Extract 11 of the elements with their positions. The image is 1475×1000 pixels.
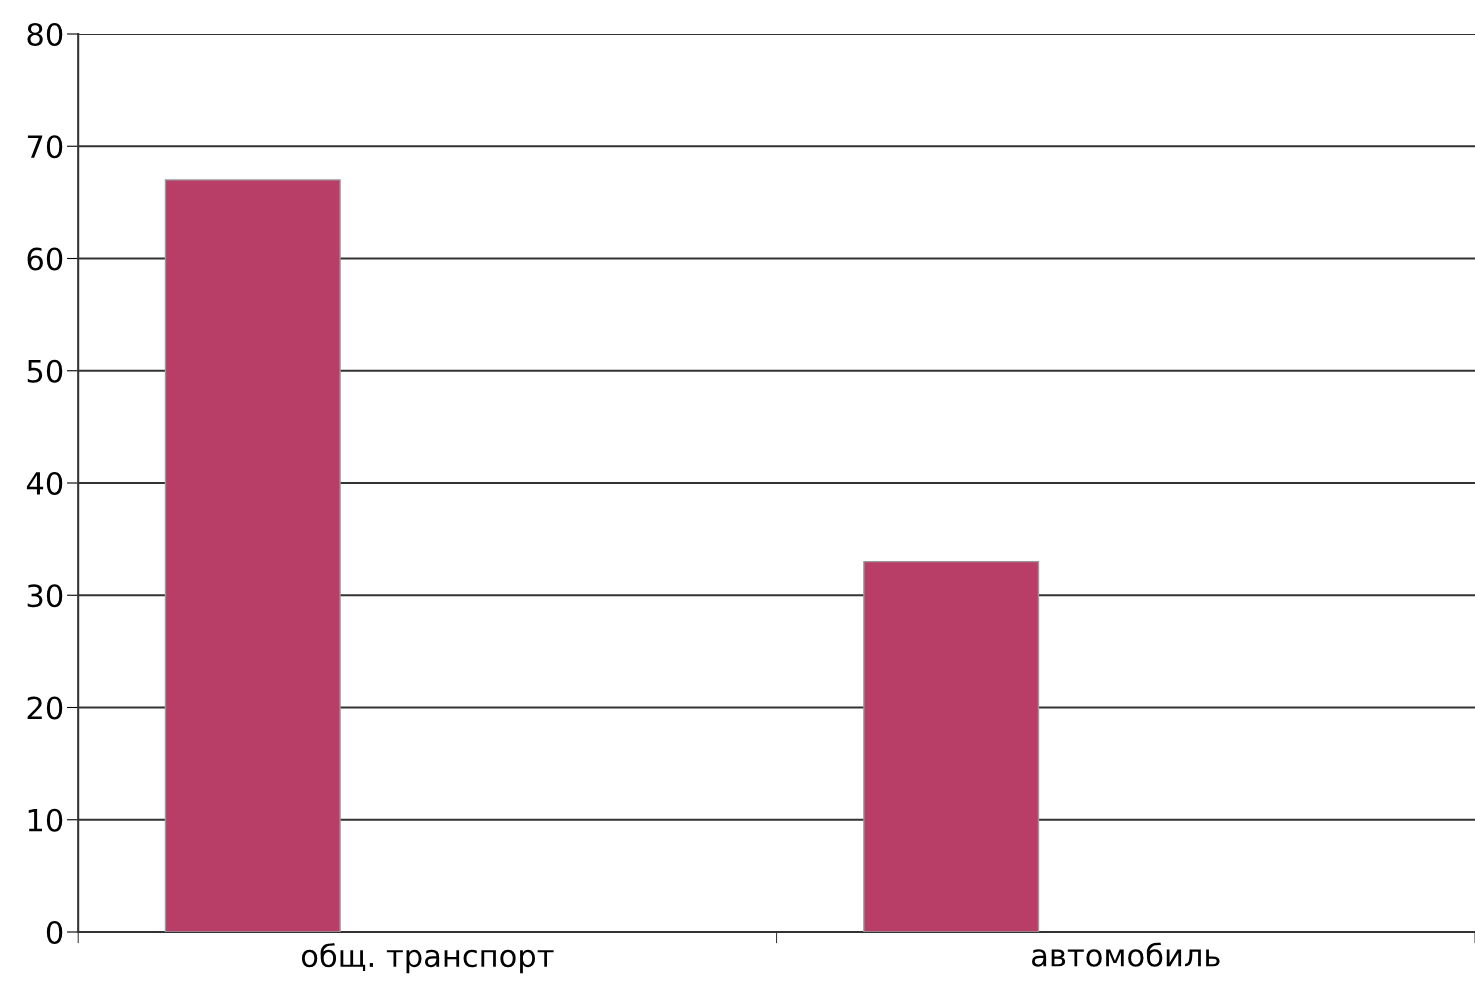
y-tick-label: 20 — [27, 696, 63, 720]
y-tick-label: 80 — [27, 22, 63, 47]
y-tick-label: 10 — [28, 808, 63, 832]
y-tick-label: 50 — [27, 359, 63, 383]
x-tick-label: автомобиль — [1032, 942, 1220, 967]
y-tick-label: 40 — [26, 471, 63, 496]
y-tick-label: 0 — [46, 920, 63, 945]
y-tick-label: 70 — [27, 135, 63, 159]
x-tick-label: общ. транспорт — [301, 943, 554, 974]
y-tick-label: 60 — [27, 247, 63, 271]
y-tick-label: 30 — [27, 584, 63, 608]
